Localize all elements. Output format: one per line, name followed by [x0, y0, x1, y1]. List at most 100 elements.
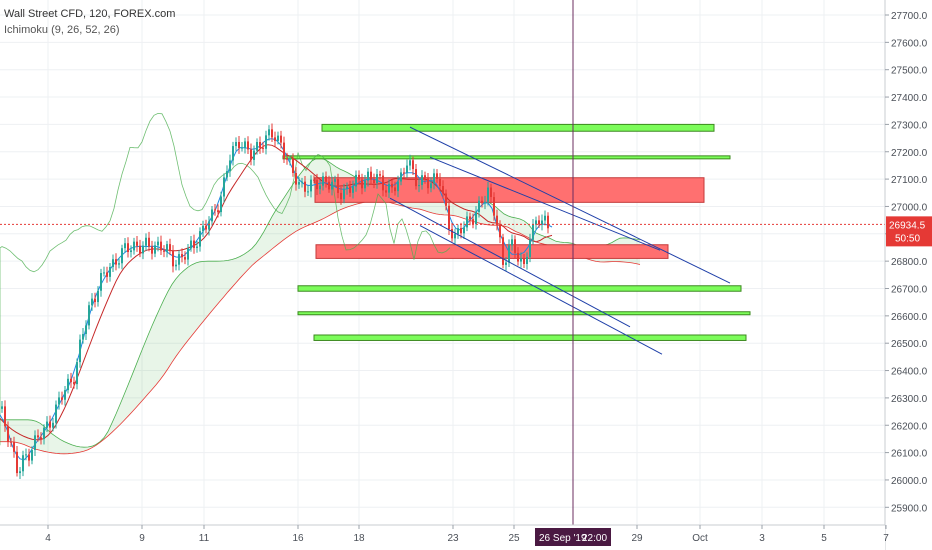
cloud-segment	[200, 261, 204, 326]
candle-body	[460, 228, 462, 234]
candle-body	[319, 185, 321, 190]
candle-body	[250, 149, 252, 160]
x-tick-label: 5	[821, 533, 827, 544]
candle-body	[106, 272, 108, 277]
x-tick-label: Oct	[692, 533, 708, 544]
candle-body	[268, 129, 270, 136]
candle-body	[157, 241, 159, 246]
candle-body	[88, 305, 90, 326]
interval[interactable]: 120	[89, 8, 108, 20]
candle-body	[394, 187, 396, 192]
trend-channel-line-1[interactable]	[409, 126, 731, 284]
candle-body	[451, 229, 453, 239]
x-tick-label: 7	[883, 533, 889, 544]
cloud-segment	[180, 270, 184, 351]
x-tick-label: 25	[508, 533, 520, 544]
candle-body	[283, 142, 285, 159]
candle-body	[43, 427, 45, 440]
zone-green-5[interactable]	[297, 285, 742, 292]
time-axis-panel[interactable]	[0, 525, 885, 550]
zone-red-4[interactable]	[315, 244, 669, 259]
candle-body	[193, 240, 195, 248]
indicator-legend[interactable]: Ichimoku (9, 26, 52, 26)	[4, 24, 120, 36]
cloud-segment	[80, 446, 84, 453]
zone-green-2[interactable]	[282, 155, 731, 160]
candle-body	[487, 187, 489, 202]
trend-channel-line-4[interactable]	[419, 225, 663, 355]
cloud-segment	[288, 185, 292, 237]
candle-body	[100, 273, 102, 291]
cloud-segment	[28, 419, 32, 448]
candle-body	[466, 216, 468, 228]
candle-body	[295, 172, 297, 185]
cloud-segment	[84, 446, 88, 452]
cloud-segment	[280, 197, 284, 243]
cloud-segment	[272, 209, 276, 250]
candle-body	[202, 225, 204, 232]
cloud-segment	[268, 216, 272, 253]
candle-body	[115, 259, 117, 265]
indicator-name[interactable]: Ichimoku (9, 26, 52, 26)	[4, 24, 120, 36]
candle-body	[415, 169, 417, 187]
cloud-segment	[176, 274, 180, 357]
candle-body	[529, 239, 531, 257]
candle-body	[190, 240, 192, 249]
candle-body	[49, 421, 51, 428]
cloud-segment	[112, 413, 116, 433]
cloud-segment	[216, 261, 220, 306]
candle-body	[340, 192, 342, 200]
cloud-segment	[244, 251, 248, 274]
cloud-segment	[168, 284, 172, 369]
crosshair-date-label: 26 Sep '19	[539, 533, 587, 544]
candle-body	[7, 426, 9, 442]
candle-body	[538, 220, 540, 225]
candle-body	[436, 173, 438, 179]
candle-body	[205, 225, 207, 230]
symbol-name[interactable]: Wall Street CFD	[4, 8, 84, 20]
y-tick-label: 26800.0	[891, 257, 928, 268]
cloud-segment	[184, 267, 188, 346]
candle-body	[316, 179, 318, 190]
candle-body	[91, 298, 93, 306]
candle-body	[238, 141, 240, 149]
candle-body	[34, 435, 36, 451]
candle-body	[505, 262, 507, 265]
exchange: FOREX.com	[113, 8, 176, 20]
cloud-segment	[136, 355, 140, 408]
cloud-segment	[20, 419, 24, 445]
candle-body	[328, 181, 330, 190]
candle-body	[184, 257, 186, 260]
y-tick-label: 27600.0	[891, 38, 928, 49]
cloud-segment	[116, 404, 120, 429]
candle-body	[229, 160, 231, 172]
candle-body	[166, 244, 168, 252]
candle-body	[97, 290, 99, 303]
cloud-segment	[284, 191, 288, 240]
candle-body	[292, 158, 294, 173]
candle-body	[331, 181, 333, 190]
x-tick-label: 3	[759, 533, 765, 544]
zone-green-1[interactable]	[321, 123, 715, 132]
candle-body	[55, 404, 57, 423]
candle-body	[109, 266, 111, 277]
cloud-segment	[544, 236, 548, 246]
candle-body	[478, 200, 480, 213]
trend-channel-line-3[interactable]	[389, 197, 631, 328]
zone-green-7[interactable]	[313, 334, 747, 341]
candle-body	[301, 181, 303, 183]
cloud-segment	[124, 385, 128, 421]
candle-body	[241, 147, 243, 149]
trend-channel-line-2[interactable]	[429, 156, 661, 251]
candle-body	[28, 454, 30, 461]
candle-body	[22, 455, 24, 472]
candle-body	[430, 183, 432, 189]
candle-body	[124, 243, 126, 249]
zone-green-6[interactable]	[297, 311, 751, 316]
candle-body	[358, 174, 360, 180]
candle-body	[439, 178, 441, 187]
price-axis-panel[interactable]	[885, 0, 932, 550]
candle-body	[490, 187, 492, 198]
candle-body	[286, 158, 288, 160]
candle-body	[85, 325, 87, 335]
